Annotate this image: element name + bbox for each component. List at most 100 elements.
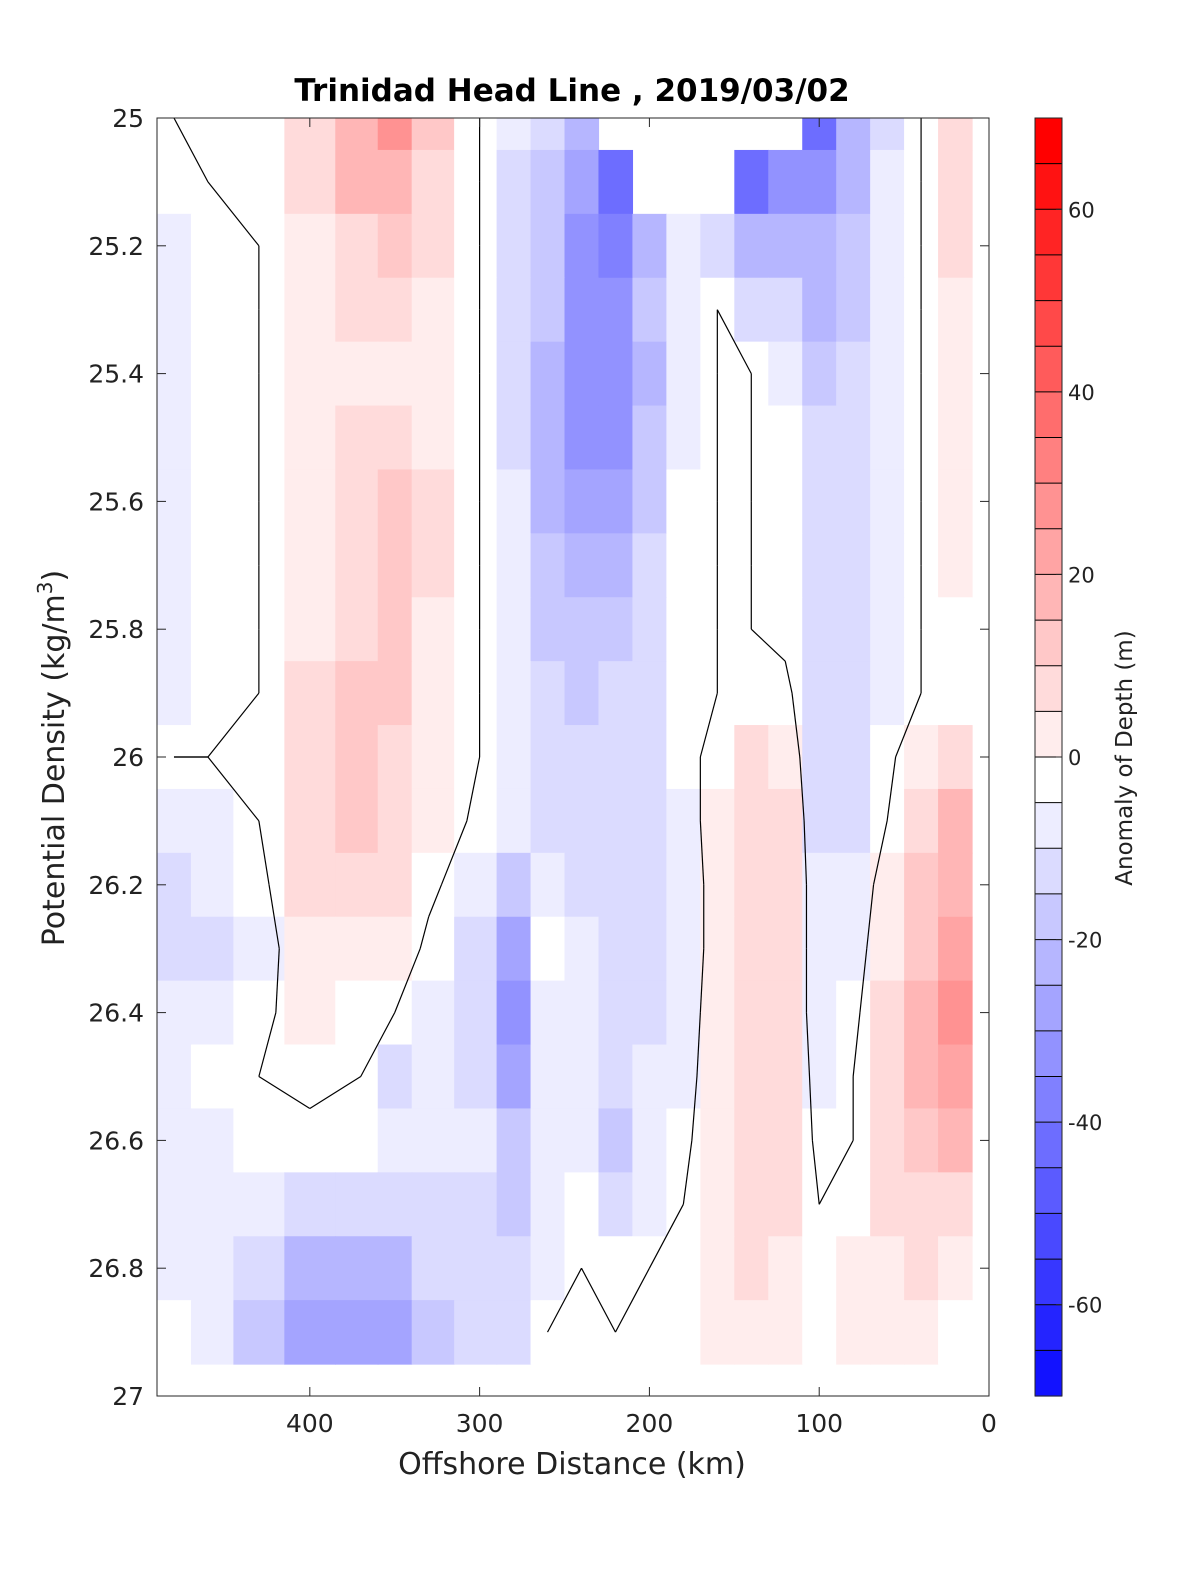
anomaly-cell bbox=[870, 341, 905, 407]
y-tick-label: 25.2 bbox=[88, 232, 144, 261]
anomaly-cell bbox=[904, 1108, 939, 1173]
anomaly-cell bbox=[700, 1172, 735, 1237]
anomaly-cell bbox=[454, 1108, 498, 1173]
anomaly-cell bbox=[335, 852, 379, 918]
anomaly-cell bbox=[938, 405, 973, 471]
anomaly-cell bbox=[836, 405, 871, 471]
anomaly-cell bbox=[335, 213, 379, 279]
anomaly-cell bbox=[157, 1300, 192, 1365]
anomaly-cell bbox=[530, 1108, 566, 1173]
anomaly-cell bbox=[564, 916, 600, 982]
anomaly-cell bbox=[836, 1300, 871, 1365]
anomaly-cell bbox=[870, 469, 905, 534]
anomaly-cell bbox=[335, 788, 379, 854]
anomaly-cell bbox=[836, 1236, 871, 1301]
anomaly-cell bbox=[377, 1172, 413, 1237]
anomaly-cell bbox=[598, 661, 634, 726]
anomaly-cell bbox=[530, 469, 566, 534]
anomaly-cell bbox=[284, 852, 336, 918]
zero-contour-segment bbox=[258, 1075, 311, 1109]
colorbar-band bbox=[1035, 209, 1062, 256]
anomaly-cell bbox=[377, 916, 413, 982]
anomaly-cell bbox=[734, 980, 769, 1046]
anomaly-cell bbox=[564, 1300, 600, 1365]
colorbar-band bbox=[1035, 1350, 1062, 1397]
anomaly-cell bbox=[496, 469, 532, 534]
anomaly-cell bbox=[496, 341, 532, 407]
anomaly-cell bbox=[377, 213, 413, 279]
x-tick-label: 0 bbox=[981, 1409, 997, 1438]
anomaly-cell bbox=[335, 725, 379, 790]
anomaly-cell bbox=[190, 533, 235, 598]
anomaly-cell bbox=[157, 788, 192, 854]
anomaly-cell bbox=[454, 1044, 498, 1110]
anomaly-cell bbox=[734, 661, 769, 726]
anomaly-cell bbox=[938, 788, 973, 854]
anomaly-cell bbox=[454, 469, 498, 534]
anomaly-cell bbox=[377, 725, 413, 790]
anomaly-cell bbox=[335, 405, 379, 471]
x-tick-label: 400 bbox=[286, 1409, 334, 1438]
anomaly-cell bbox=[802, 725, 837, 790]
anomaly-cell bbox=[870, 533, 905, 598]
anomaly-cell bbox=[836, 852, 871, 918]
zero-contour-segment bbox=[258, 1012, 277, 1077]
colorbar-band bbox=[1035, 483, 1062, 530]
anomaly-cell bbox=[904, 1236, 939, 1301]
anomaly-cell bbox=[190, 341, 235, 407]
anomaly-cell bbox=[802, 405, 837, 471]
anomaly-cell bbox=[335, 469, 379, 534]
anomaly-cell bbox=[335, 1236, 379, 1301]
anomaly-cell bbox=[802, 341, 837, 407]
colorbar: -60 -40 -20 0 20 40 60 bbox=[1034, 117, 1102, 1397]
anomaly-cell bbox=[904, 980, 939, 1046]
anomaly-cell bbox=[411, 118, 455, 151]
zero-contour-segment bbox=[466, 756, 481, 822]
anomaly-cell bbox=[870, 1044, 905, 1110]
anomaly-cell bbox=[938, 1300, 973, 1365]
anomaly-cell bbox=[666, 597, 701, 662]
zero-contour-segment bbox=[699, 820, 705, 885]
zero-contour-segment bbox=[207, 181, 260, 247]
anomaly-cell bbox=[870, 852, 905, 918]
anomaly-cell bbox=[938, 916, 973, 982]
colorbar-band bbox=[1035, 1076, 1062, 1123]
anomaly-cell bbox=[666, 661, 701, 726]
anomaly-cell bbox=[190, 213, 235, 279]
y-tick-label: 26.2 bbox=[88, 871, 144, 900]
anomaly-cell bbox=[700, 788, 735, 854]
anomaly-cell bbox=[598, 1236, 634, 1301]
anomaly-cell bbox=[284, 916, 336, 982]
anomaly-cell bbox=[802, 852, 837, 918]
zero-contour-segment bbox=[716, 309, 752, 374]
anomaly-cell bbox=[768, 149, 803, 215]
colorbar-band bbox=[1035, 574, 1062, 621]
y-tick-label: 27 bbox=[112, 1382, 144, 1411]
anomaly-cell bbox=[157, 533, 192, 598]
anomaly-cell bbox=[157, 405, 192, 471]
anomaly-cell bbox=[598, 916, 634, 982]
anomaly-cell bbox=[768, 1044, 803, 1110]
anomaly-cell bbox=[377, 597, 413, 662]
zero-contour-segment bbox=[803, 820, 808, 885]
colorbar-band bbox=[1035, 300, 1062, 347]
zero-contour-segment bbox=[699, 948, 705, 1013]
x-tick-label: 200 bbox=[626, 1409, 674, 1438]
anomaly-cell bbox=[870, 118, 905, 151]
anomaly-cell bbox=[233, 118, 285, 151]
anomaly-cell bbox=[768, 1172, 803, 1237]
anomaly-cell bbox=[411, 725, 455, 790]
anomaly-cell bbox=[632, 852, 667, 918]
anomaly-cell bbox=[598, 341, 634, 407]
anomaly-cell bbox=[598, 852, 634, 918]
anomaly-cell bbox=[734, 725, 769, 790]
anomaly-cell bbox=[768, 597, 803, 662]
anomaly-cell bbox=[938, 341, 973, 407]
anomaly-cell bbox=[938, 277, 973, 343]
anomaly-cell bbox=[335, 533, 379, 598]
anomaly-cell bbox=[530, 661, 566, 726]
anomaly-cell bbox=[632, 980, 667, 1046]
anomaly-cell bbox=[836, 980, 871, 1046]
anomaly-cell bbox=[377, 341, 413, 407]
zero-contour-segment bbox=[440, 820, 468, 886]
